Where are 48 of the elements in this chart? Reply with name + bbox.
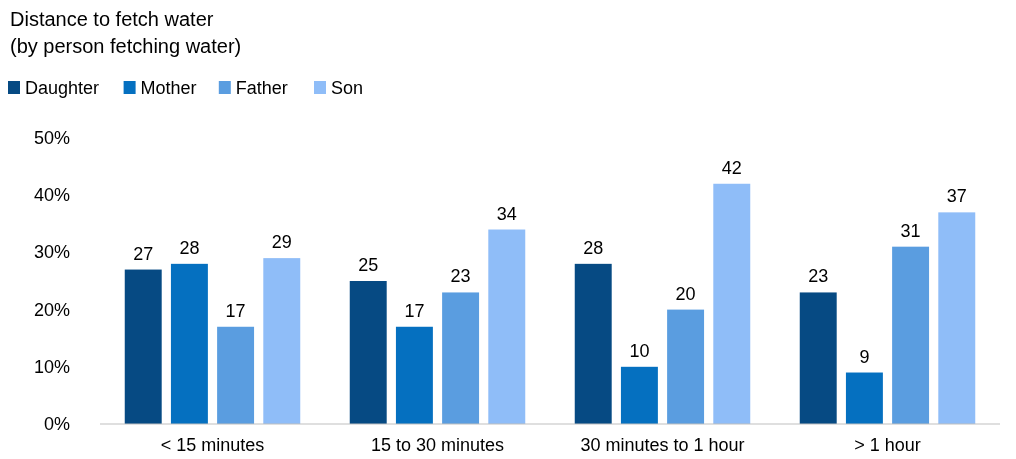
x-tick-label: < 15 minutes [160,435,265,455]
x-tick-label: 15 to 30 minutes [370,435,505,455]
data-label: 28 [179,237,200,258]
data-label: 25 [358,255,379,275]
bar [170,263,208,424]
bar [124,269,162,424]
data-label: 34 [496,203,517,224]
bar [892,246,930,424]
bar [217,326,255,424]
y-tick-label: 40% [33,185,70,206]
data-label: 17 [404,300,425,321]
data-label: 28 [583,237,604,258]
data-label: 23 [808,266,829,287]
y-tick-label: 10% [33,356,70,377]
bar [620,366,658,424]
data-label: 37 [946,186,967,207]
legend-label: Son [331,78,364,98]
y-tick-label: 0% [43,414,70,434]
data-label: 42 [721,157,742,178]
data-label: 9 [859,346,870,367]
data-label: 31 [900,220,921,241]
bar [713,183,751,424]
data-label: 27 [133,243,154,264]
bar [395,326,433,424]
legend-label: Mother [140,78,197,98]
x-tick-label: 30 minutes to 1 hour [580,435,745,455]
data-label: 20 [675,283,696,304]
bar [667,309,705,424]
chart-subtitle: (by person fetching water) [10,35,242,57]
data-label: 23 [450,266,471,287]
bar [488,229,526,424]
chart-title: Distance to fetch water [10,8,214,30]
x-tick-label: > 1 hour [854,435,921,455]
bar [845,372,883,424]
data-label: 29 [271,232,292,253]
y-tick-label: 50% [33,128,70,148]
bar [263,258,301,424]
legend-label: Daughter [25,78,100,98]
bar [349,281,387,424]
bar [574,263,612,424]
y-tick-label: 30% [33,242,70,263]
data-label: 10 [629,340,650,361]
bar [938,212,976,424]
bar [442,292,480,424]
y-tick-label: 20% [33,299,70,320]
bar [799,292,837,424]
data-label: 17 [225,300,246,321]
legend-label: Father [235,78,288,98]
